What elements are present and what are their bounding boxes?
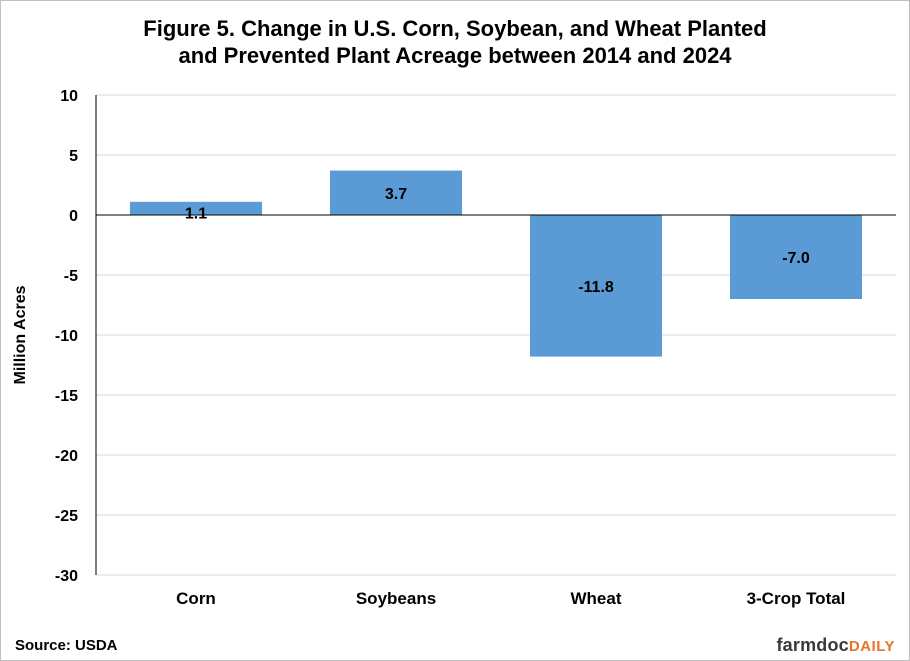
logo-main-text: farmdoc (776, 635, 849, 655)
x-tick-label: Soybeans (356, 589, 436, 608)
x-tick-label: Corn (176, 589, 216, 608)
y-tick-label: -25 (55, 508, 78, 525)
x-tick-label: 3-Crop Total (747, 589, 846, 608)
data-label: -7.0 (782, 250, 810, 267)
y-tick-label: 10 (60, 88, 78, 105)
chart-title-line-2: and Prevented Plant Acreage between 2014… (178, 43, 732, 68)
y-tick-label: 5 (69, 148, 78, 165)
bar-corn (130, 201, 262, 215)
y-tick-label: -5 (64, 268, 78, 285)
data-label: 3.7 (385, 186, 407, 203)
source-note: Source: USDA (15, 637, 118, 654)
bar-soybeans (330, 170, 462, 215)
logo-accent-text: DAILY (848, 638, 895, 655)
chart-title: Figure 5. Change in U.S. Corn, Soybean, … (1, 15, 909, 69)
farmdoc-daily-logo: farmdocDAILY (776, 635, 895, 656)
y-tick-label: 0 (69, 208, 78, 225)
y-tick-label: -10 (55, 328, 78, 345)
y-tick-label: -20 (55, 448, 78, 465)
data-label: 1.1 (185, 205, 207, 222)
y-tick-label: -30 (55, 568, 78, 585)
chart-title-line-1: Figure 5. Change in U.S. Corn, Soybean, … (143, 16, 767, 41)
bar-3-crop-total (730, 215, 862, 299)
x-tick-label: Wheat (571, 589, 622, 608)
data-label: -11.8 (578, 279, 614, 296)
bar-wheat (530, 215, 662, 357)
y-axis-label: Million Acres (12, 285, 29, 384)
y-tick-label: -15 (55, 388, 78, 405)
